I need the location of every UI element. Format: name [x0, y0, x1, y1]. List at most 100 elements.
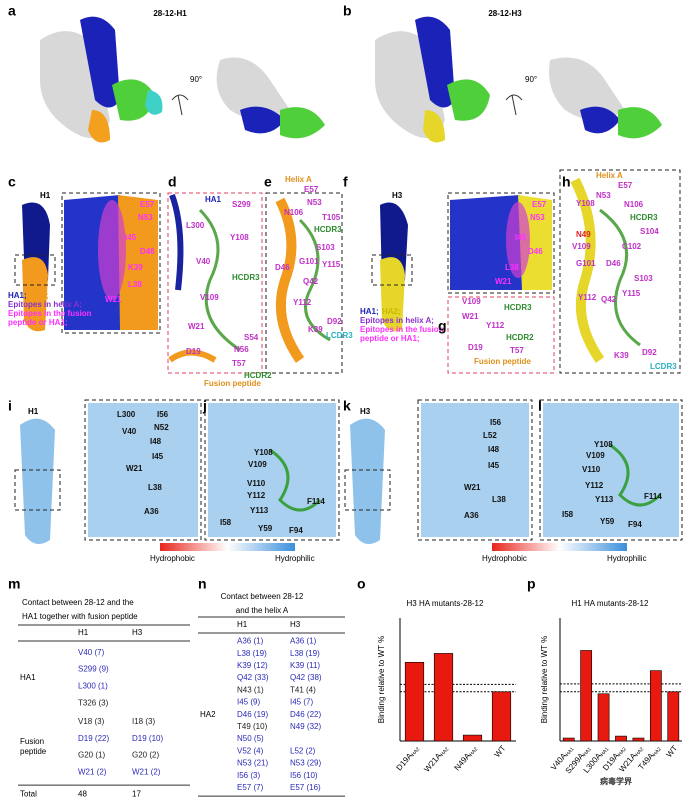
- residue-label: N53: [307, 198, 322, 207]
- residue-label: A36: [144, 507, 159, 516]
- panel-letter: g: [438, 318, 447, 334]
- table-total: 17: [132, 789, 141, 798]
- residue-label: I45: [125, 233, 137, 242]
- surface-zoom: [421, 403, 529, 537]
- table-group-line: peptide: [20, 747, 47, 756]
- table-cell: I45 (9): [237, 698, 260, 707]
- structure-b: [375, 16, 662, 143]
- residue-label: C102: [622, 242, 642, 251]
- residue-label: D46: [140, 247, 155, 256]
- zoom-frame: [539, 399, 683, 541]
- table-group: Fusion peptide: [20, 737, 47, 756]
- residue-label: G101: [576, 259, 596, 268]
- zoom-frame: [447, 192, 555, 294]
- rotation-label: 90°: [525, 75, 537, 84]
- zoom-frame: [61, 192, 161, 334]
- residue-label: V109: [572, 242, 591, 251]
- table-total-label: Total: [20, 789, 37, 798]
- table-caption: Contact between 28-12 and the: [22, 598, 134, 607]
- bar: [580, 650, 593, 742]
- panel-letter: m: [8, 576, 20, 592]
- panel-letter: d: [168, 174, 177, 190]
- residue-label: I48: [150, 437, 162, 446]
- table-cell: E57 (16): [290, 783, 321, 792]
- residue-label: E57: [532, 200, 547, 209]
- residue-label: E57: [140, 200, 155, 209]
- table-group: HA1: [20, 673, 36, 682]
- x-tick-label: D19AHA2: [395, 744, 422, 774]
- residue-label: W21: [462, 312, 479, 321]
- density-ha2: [423, 110, 445, 143]
- residue-label: I58: [220, 518, 232, 527]
- table-cell: T49 (10): [237, 722, 268, 731]
- residue-label: HCDR3: [504, 303, 532, 312]
- residue-label: Helix A: [596, 171, 623, 180]
- residue-label: L38: [128, 280, 142, 289]
- residue-label: E57: [304, 185, 319, 194]
- table-header: H1: [78, 628, 89, 637]
- density-ha1-top: [580, 106, 620, 134]
- chart-title: H1 HA mutants-28-12: [572, 599, 649, 608]
- panel-letter: c: [8, 174, 16, 190]
- surface-ha: [350, 418, 385, 544]
- table-cell: W21 (2): [132, 767, 161, 776]
- density-ha1: [415, 16, 455, 108]
- category-subscript: HA1: [565, 746, 576, 757]
- table-cell: V52 (4): [237, 746, 264, 755]
- table-cell: N53 (29): [290, 759, 321, 768]
- panel-letter: n: [198, 576, 207, 592]
- panel-title: H1: [28, 407, 39, 416]
- residue-label: Y108: [230, 233, 249, 242]
- table-cell: G20 (2): [132, 751, 159, 760]
- residue-label: K39: [308, 325, 323, 334]
- table-cell: Q42 (33): [237, 673, 269, 682]
- residue-label: Y112: [293, 298, 312, 307]
- zoom-frame: [559, 169, 681, 374]
- chart-title: H3 HA mutants-28-12: [407, 599, 484, 608]
- table-cell: A36 (1): [290, 637, 317, 646]
- category-subscript: HA2: [411, 746, 422, 757]
- epitope-patch: [98, 200, 126, 300]
- panel-letter: f: [343, 174, 348, 190]
- residue-label: W21: [495, 277, 512, 286]
- residue-label: Y108: [594, 440, 613, 449]
- rotation-label: 90°: [190, 75, 202, 84]
- table-cell: E57 (7): [237, 783, 264, 792]
- table-header: H1: [237, 620, 248, 629]
- legend-entry: HA2;: [382, 307, 401, 316]
- legend-entry: HA1;: [360, 307, 379, 316]
- residue-label: LCDR3: [650, 362, 677, 371]
- residue-label: D46: [275, 263, 290, 272]
- panel-letter: o: [357, 576, 366, 592]
- residue-label: I58: [562, 510, 574, 519]
- residue-label: N53: [596, 191, 611, 200]
- residue-label: HCDR3: [314, 225, 342, 234]
- residue-label: A36: [464, 511, 479, 520]
- residue-label: N106: [284, 208, 304, 217]
- density-ha-top: [549, 57, 625, 120]
- y-axis-label: Binding relative to WT %: [377, 636, 386, 723]
- category-subscript: HA2: [469, 746, 480, 757]
- residue-label: L38: [492, 495, 506, 504]
- table-cell: I18 (3): [132, 717, 155, 726]
- residue-label: Y115: [622, 289, 641, 298]
- zoom-frame: [417, 399, 533, 541]
- structure-a: [40, 16, 325, 143]
- residue-label: E57: [618, 181, 633, 190]
- bar: [462, 734, 483, 742]
- surface-ha1: [450, 195, 525, 290]
- table-cell: L38 (19): [237, 649, 267, 658]
- residue-label: HCDR3: [630, 213, 658, 222]
- residue-label: Y112: [578, 293, 597, 302]
- table-cell: T326 (3): [78, 698, 109, 707]
- ha1-strand: [169, 193, 184, 291]
- residue-label: N106: [624, 200, 644, 209]
- surface-ha2: [22, 257, 48, 332]
- panel-letter: k: [343, 398, 351, 414]
- residue-label: HA1: [205, 195, 222, 204]
- table-cell: N49 (32): [290, 722, 321, 731]
- bar: [615, 735, 627, 742]
- residue-label: V40: [122, 427, 137, 436]
- residue-label: F94: [289, 526, 303, 535]
